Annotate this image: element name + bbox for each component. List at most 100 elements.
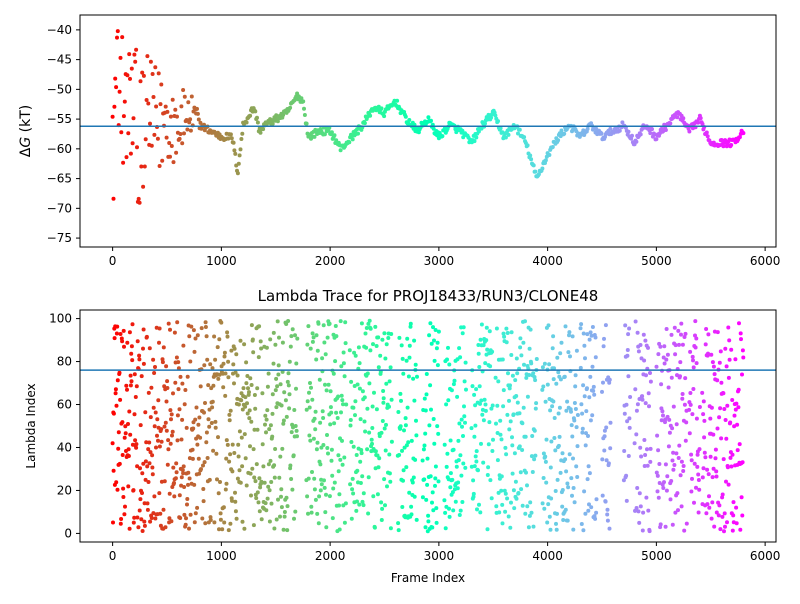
lambda-point — [280, 446, 285, 451]
lambda-point — [259, 346, 264, 351]
lambda-point — [622, 411, 627, 416]
lambda-point — [295, 336, 300, 341]
lambda-point — [326, 451, 330, 456]
lambda-point — [262, 480, 267, 485]
lambda-point — [526, 525, 531, 530]
lambda-point — [409, 512, 414, 517]
lambda-point — [703, 455, 708, 460]
lambda-point — [163, 525, 168, 530]
lambda-point — [588, 330, 593, 335]
lambda-point — [740, 348, 745, 353]
lambda-point — [661, 486, 666, 490]
lambda-point — [191, 426, 196, 431]
lambda-point — [165, 386, 170, 390]
lambda-point — [313, 427, 318, 432]
lambda-y-axis-label: Lambda Index — [24, 383, 38, 468]
lambda-point — [276, 497, 280, 502]
lambda-point — [474, 459, 479, 464]
lambda-point — [701, 399, 706, 404]
lambda-point — [332, 421, 337, 426]
dg-point — [181, 88, 186, 92]
lambda-point — [144, 334, 149, 339]
lambda-point — [122, 512, 127, 517]
lambda-point — [380, 419, 385, 423]
lambda-point — [567, 330, 572, 335]
lambda-point — [153, 365, 157, 369]
lambda-point — [172, 481, 176, 485]
lambda-point — [551, 399, 556, 404]
lambda-point — [116, 446, 121, 451]
lambda-y-tick-label: 100 — [49, 312, 72, 326]
lambda-point — [478, 337, 483, 342]
lambda-point — [195, 333, 200, 338]
lambda-point — [188, 359, 193, 364]
lambda-point — [281, 418, 286, 423]
lambda-point — [225, 334, 230, 339]
lambda-point — [157, 444, 162, 449]
lambda-point — [528, 327, 533, 332]
lambda-point — [588, 374, 593, 379]
dg-point — [493, 113, 498, 118]
lambda-point — [306, 511, 310, 516]
dg-point — [127, 52, 132, 57]
lambda-point — [565, 481, 570, 486]
dg-point — [188, 117, 193, 122]
lambda-point — [199, 326, 204, 331]
lambda-point — [172, 330, 177, 335]
lambda-point — [590, 325, 595, 329]
lambda-point — [544, 437, 549, 442]
lambda-point — [542, 506, 547, 511]
dg-point — [696, 120, 701, 125]
lambda-point — [529, 454, 534, 459]
lambda-point — [513, 378, 518, 383]
lambda-point — [643, 401, 648, 406]
lambda-point — [219, 320, 224, 325]
lambda-point — [251, 350, 256, 355]
lambda-point — [242, 342, 247, 347]
lambda-point — [456, 480, 461, 485]
lambda-point — [600, 457, 605, 462]
dg-point — [142, 164, 147, 169]
lambda-point — [546, 323, 551, 328]
lambda-point — [607, 377, 612, 382]
lambda-point — [590, 413, 595, 418]
lambda-point — [593, 516, 598, 521]
lambda-point — [508, 383, 512, 388]
lambda-point — [646, 508, 651, 513]
lambda-point — [277, 335, 281, 340]
lambda-point — [673, 510, 678, 515]
dg-point — [110, 114, 115, 119]
lambda-point — [118, 521, 123, 526]
lambda-point — [735, 448, 740, 453]
lambda-point — [493, 375, 498, 380]
lambda-point — [354, 453, 359, 457]
lambda-point — [254, 462, 259, 467]
lambda-point — [400, 448, 404, 453]
lambda-point — [461, 461, 466, 466]
lambda-point — [460, 424, 464, 429]
lambda-point — [424, 497, 429, 502]
lambda-point — [724, 436, 729, 441]
lambda-point — [240, 407, 245, 412]
lambda-point — [642, 464, 647, 468]
lambda-point — [240, 464, 245, 469]
lambda-point — [670, 426, 675, 431]
lambda-point — [140, 471, 145, 476]
lambda-point — [688, 391, 693, 395]
lambda-point — [319, 482, 324, 487]
lambda-point — [582, 343, 587, 348]
lambda-point — [337, 527, 342, 532]
dg-point — [547, 153, 552, 157]
lambda-point — [421, 447, 426, 452]
lambda-point — [520, 421, 525, 426]
dg-point — [350, 137, 355, 142]
lambda-point — [694, 361, 699, 366]
lambda-point — [331, 371, 336, 376]
lambda-point — [458, 355, 463, 360]
lambda-point — [592, 392, 597, 397]
lambda-point — [645, 463, 650, 468]
lambda-point — [251, 447, 256, 452]
lambda-point — [310, 339, 315, 344]
lambda-point — [448, 438, 453, 443]
